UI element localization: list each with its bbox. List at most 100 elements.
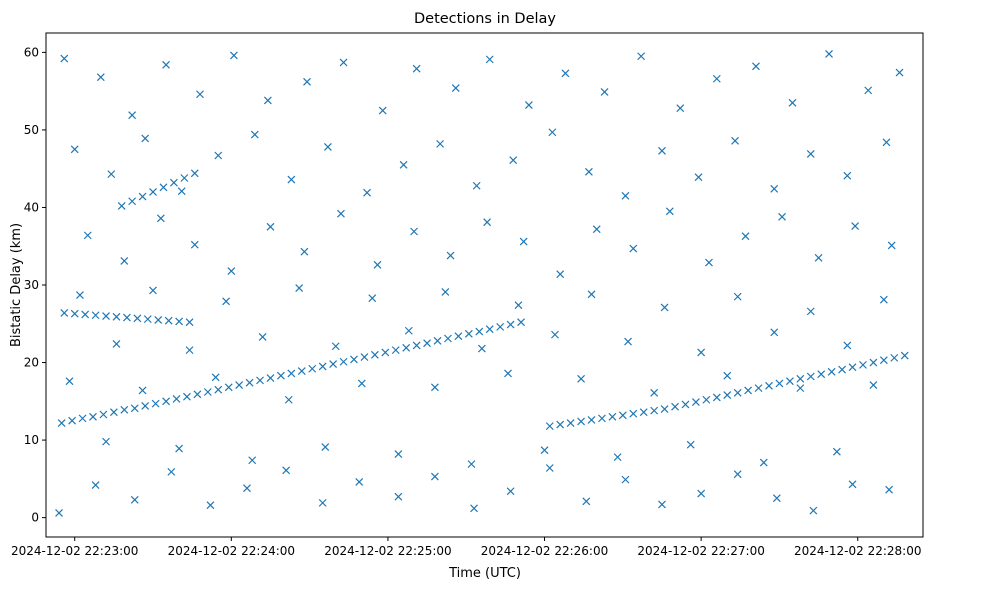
data-point-x-marker — [230, 51, 238, 60]
data-point-x-marker — [368, 294, 377, 303]
data-point-x-marker — [339, 58, 348, 67]
data-point-x-marker — [141, 134, 150, 143]
data-point-x-marker — [404, 326, 413, 335]
data-point-x-marker — [733, 388, 742, 397]
data-point-x-marker — [222, 297, 231, 306]
data-point-x-marker — [887, 241, 896, 250]
data-point-x-marker — [618, 411, 627, 420]
data-point-x-marker — [702, 395, 711, 404]
data-point-x-marker — [143, 315, 152, 324]
data-point-x-marker — [263, 96, 272, 105]
data-point-x-marker — [162, 397, 170, 406]
x-tick-label: 2024-12-02 22:26:00 — [481, 544, 608, 558]
data-point-x-marker — [621, 191, 630, 200]
data-point-x-marker — [827, 367, 836, 376]
data-point-x-marker — [89, 412, 97, 421]
data-point-x-marker — [472, 181, 481, 190]
data-point-x-marker — [744, 386, 753, 395]
data-point-x-marker — [102, 437, 110, 446]
data-point-x-marker — [180, 174, 189, 182]
data-point-x-marker — [658, 500, 666, 509]
data-point-x-marker — [339, 357, 348, 366]
data-point-x-marker — [60, 54, 69, 63]
data-point-x-marker — [412, 341, 421, 350]
data-point-x-marker — [235, 381, 244, 389]
data-point-x-marker — [266, 374, 275, 382]
data-point-x-marker — [566, 419, 575, 427]
data-point-x-marker — [765, 381, 773, 390]
data-point-x-marker — [464, 329, 473, 338]
data-point-x-marker — [381, 348, 390, 357]
data-point-x-marker — [68, 416, 77, 425]
data-point-x-marker — [869, 381, 878, 389]
data-point-x-marker — [287, 175, 296, 184]
data-point-x-marker — [598, 414, 606, 423]
data-point-x-marker — [138, 192, 147, 201]
data-point-x-marker — [295, 284, 304, 293]
data-point-x-marker — [91, 481, 100, 489]
data-point-x-marker — [658, 146, 666, 155]
data-point-x-marker — [399, 160, 408, 169]
data-point-x-marker — [785, 377, 794, 386]
data-point-x-marker — [741, 232, 750, 241]
data-point-x-marker — [172, 395, 181, 403]
data-point-x-marker — [859, 360, 867, 369]
data-point-x-marker — [128, 197, 137, 206]
data-point-x-marker — [694, 173, 703, 182]
data-point-x-marker — [540, 446, 549, 455]
data-point-x-marker — [587, 290, 596, 299]
data-point-x-marker — [712, 393, 721, 402]
data-point-x-marker — [203, 388, 212, 396]
data-point-x-marker — [869, 358, 878, 367]
data-point-x-marker — [517, 318, 525, 327]
data-point-x-marker — [120, 405, 129, 414]
data-point-x-marker — [809, 506, 818, 515]
data-point-x-marker — [303, 77, 311, 86]
data-point-x-marker — [151, 399, 160, 408]
data-point-x-marker — [451, 84, 460, 92]
data-point-x-marker — [331, 342, 340, 351]
data-point-x-marker — [686, 440, 695, 449]
y-tick-label: 60 — [24, 45, 39, 59]
data-point-x-marker — [454, 332, 463, 341]
data-point-x-marker — [509, 156, 518, 165]
data-point-x-marker — [300, 247, 309, 256]
data-point-x-marker — [133, 314, 142, 323]
data-point-x-marker — [102, 312, 110, 320]
data-point-x-marker — [796, 374, 805, 383]
data-point-x-marker — [258, 333, 267, 341]
data-point-x-marker — [629, 244, 638, 253]
x-axis-label: Time (UTC) — [448, 566, 521, 581]
data-point-x-marker — [660, 405, 669, 413]
x-tick-label: 2024-12-02 22:28:00 — [794, 544, 921, 558]
data-point-x-marker — [430, 472, 439, 481]
data-point-x-marker — [556, 420, 565, 429]
data-point-x-marker — [423, 339, 432, 348]
data-point-x-marker — [193, 390, 202, 399]
data-point-x-marker — [608, 412, 617, 421]
data-point-x-marker — [519, 237, 528, 246]
y-tick-label: 40 — [24, 200, 39, 214]
data-point-x-marker — [788, 98, 797, 107]
data-point-x-marker — [284, 395, 293, 404]
data-point-x-marker — [485, 325, 494, 334]
data-point-x-marker — [851, 222, 860, 230]
x-tick-label: 2024-12-02 22:25:00 — [324, 544, 451, 558]
data-point-x-marker — [318, 498, 327, 507]
data-point-x-marker — [712, 74, 721, 83]
data-point-x-marker — [577, 417, 585, 426]
data-point-x-marker — [141, 402, 150, 410]
data-point-x-marker — [733, 292, 742, 301]
data-point-x-marker — [752, 62, 760, 71]
data-point-x-marker — [806, 307, 815, 316]
data-point-x-marker — [772, 494, 781, 503]
data-point-x-marker — [629, 409, 638, 418]
data-point-x-marker — [733, 470, 742, 479]
data-point-x-marker — [287, 369, 296, 378]
data-point-x-marker — [504, 369, 512, 378]
data-point-x-marker — [402, 343, 411, 352]
data-point-x-marker — [843, 171, 852, 180]
y-tick-label: 10 — [24, 433, 39, 447]
data-point-x-marker — [470, 504, 478, 513]
